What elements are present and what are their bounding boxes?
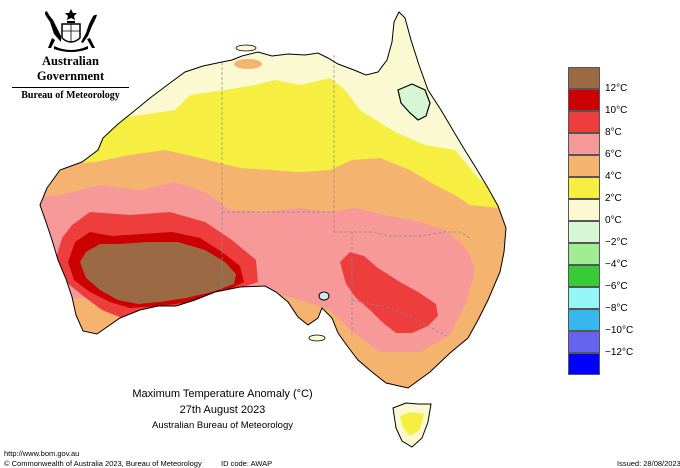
legend-swatch <box>568 177 600 199</box>
legend-swatch <box>568 221 600 243</box>
legend-swatch <box>568 199 600 221</box>
legend-swatch <box>568 353 600 375</box>
temperature-anomaly-map <box>39 11 507 448</box>
legend-label: 2°C <box>605 193 622 204</box>
coat-of-arms-icon <box>44 9 97 52</box>
footer-url[interactable]: http://www.bom.gov.au <box>4 449 80 458</box>
bom-logo: Australian Government Bureau of Meteorol… <box>8 8 133 101</box>
legend-label: −6°C <box>605 281 628 292</box>
map-organisation: Australian Bureau of Meteorology <box>152 420 293 431</box>
legend-label: −2°C <box>605 237 628 248</box>
legend-label: −8°C <box>605 303 628 314</box>
legend-swatch <box>568 243 600 265</box>
legend-label: 6°C <box>605 149 622 160</box>
map-title: Maximum Temperature Anomaly (°C) <box>132 388 313 400</box>
legend-swatch <box>568 133 600 155</box>
legend-label: −12°C <box>605 347 634 358</box>
legend-label: 10°C <box>605 105 628 116</box>
legend-swatch <box>568 89 600 111</box>
state-border-nsw-vic <box>351 299 447 337</box>
legend-swatch <box>568 331 600 353</box>
footer-issued: Issued: 28/08/2023 <box>617 459 680 468</box>
legend-swatch <box>568 111 600 133</box>
legend-label: 4°C <box>605 171 622 182</box>
warm-spot-top-end <box>234 59 262 69</box>
state-border-qld-nsw <box>334 231 471 239</box>
melville-island <box>235 44 257 52</box>
lake-eyre-patch <box>318 291 330 301</box>
government-title: Australian Government <box>36 54 105 83</box>
legend-swatch <box>568 309 600 331</box>
legend-swatch <box>568 287 600 309</box>
tasmania <box>392 402 432 448</box>
band-8-to-10-east <box>340 252 438 333</box>
legend-label: 8°C <box>605 127 622 138</box>
footer-id-code: ID code: AWAP <box>221 459 273 468</box>
legend-label: −4°C <box>605 259 628 270</box>
band-above-12 <box>80 242 236 304</box>
legend-label: 0°C <box>605 215 622 226</box>
logo-divider <box>12 87 129 88</box>
map-date: 27th August 2023 <box>179 404 266 416</box>
legend-label: −10°C <box>605 325 634 336</box>
kangaroo-island <box>308 334 326 342</box>
legend-swatch <box>568 155 600 177</box>
footer-copyright: © Commonwealth of Australia 2023, Bureau… <box>4 459 202 468</box>
bureau-title: Bureau of Meteorology <box>21 90 120 101</box>
legend-swatch <box>568 67 600 89</box>
cool-patch-queensland <box>397 83 431 121</box>
tasmania-warm-band <box>400 412 424 436</box>
legend-swatch <box>568 265 600 287</box>
legend-label: 12°C <box>605 83 628 94</box>
